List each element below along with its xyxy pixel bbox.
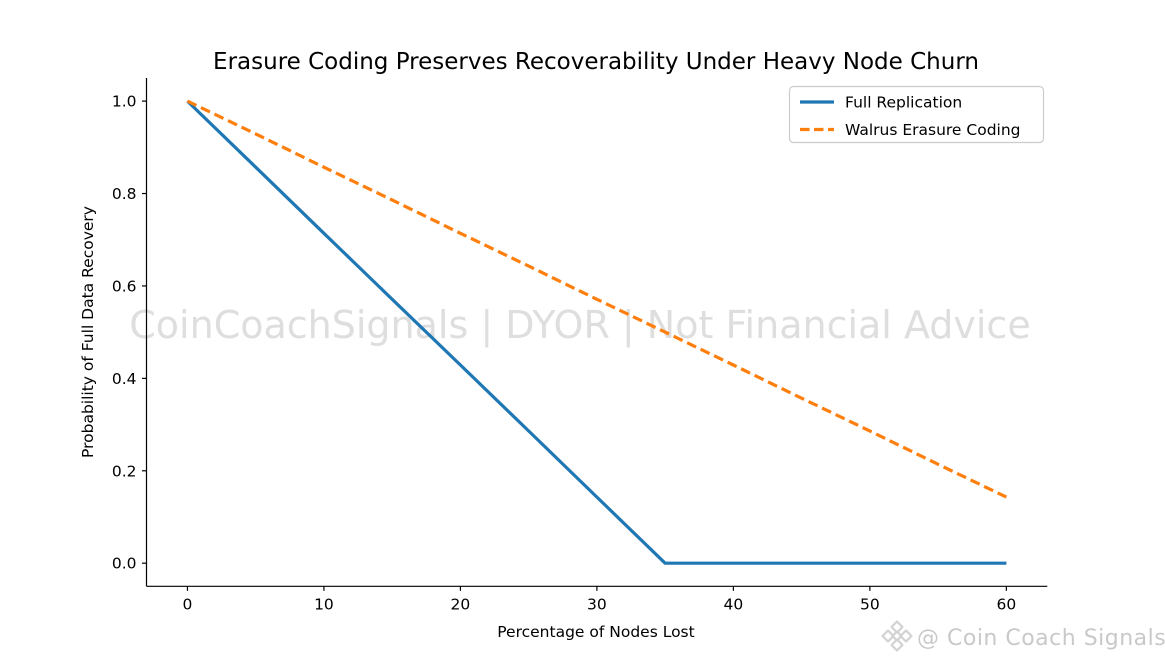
y-tick-label: 0.8 bbox=[112, 185, 137, 203]
y-tick-label: 0.0 bbox=[112, 555, 137, 573]
x-tick-label: 30 bbox=[587, 595, 607, 613]
data-series bbox=[186, 99, 1008, 565]
signature: @ Coin Coach Signals bbox=[881, 620, 1165, 652]
x-tick-label: 0 bbox=[183, 595, 193, 613]
y-tick-label: 0.4 bbox=[112, 370, 137, 388]
x-tick-label: 20 bbox=[451, 595, 471, 613]
legend-label-full-replication: Full Replication bbox=[845, 94, 962, 112]
x-axis-label: Percentage of Nodes Lost bbox=[497, 623, 694, 641]
series-line-full-replication bbox=[186, 99, 1007, 565]
series-line-walrus-erasure-coding bbox=[186, 99, 1008, 499]
legend-box bbox=[788, 85, 1045, 144]
y-axis-label: Probability of Full Data Recovery bbox=[79, 206, 97, 458]
binance-diamond-icon bbox=[881, 620, 913, 652]
chart-title: Erasure Coding Preserves Recoverability … bbox=[213, 49, 979, 75]
x-tick-label: 40 bbox=[724, 595, 744, 613]
watermark-text: CoinCoachSignals | DYOR | Not Financial … bbox=[129, 303, 1030, 348]
x-tick-label: 60 bbox=[996, 595, 1016, 613]
y-tick-label: 0.2 bbox=[112, 462, 137, 480]
y-tick-label: 0.6 bbox=[112, 277, 137, 295]
signature-text: @ Coin Coach Signals bbox=[917, 626, 1165, 651]
x-tick-label: 50 bbox=[860, 595, 880, 613]
legend-label-walrus-erasure-coding: Walrus Erasure Coding bbox=[845, 121, 1021, 139]
y-axis-ticks: 0.0 0.2 0.4 0.6 0.8 1.0 bbox=[112, 93, 147, 573]
legend: Full Replication Walrus Erasure Coding bbox=[788, 85, 1045, 144]
x-tick-label: 10 bbox=[314, 595, 334, 613]
x-axis-ticks: 0 10 20 30 40 50 60 bbox=[183, 586, 1016, 613]
y-tick-label: 1.0 bbox=[112, 93, 137, 111]
